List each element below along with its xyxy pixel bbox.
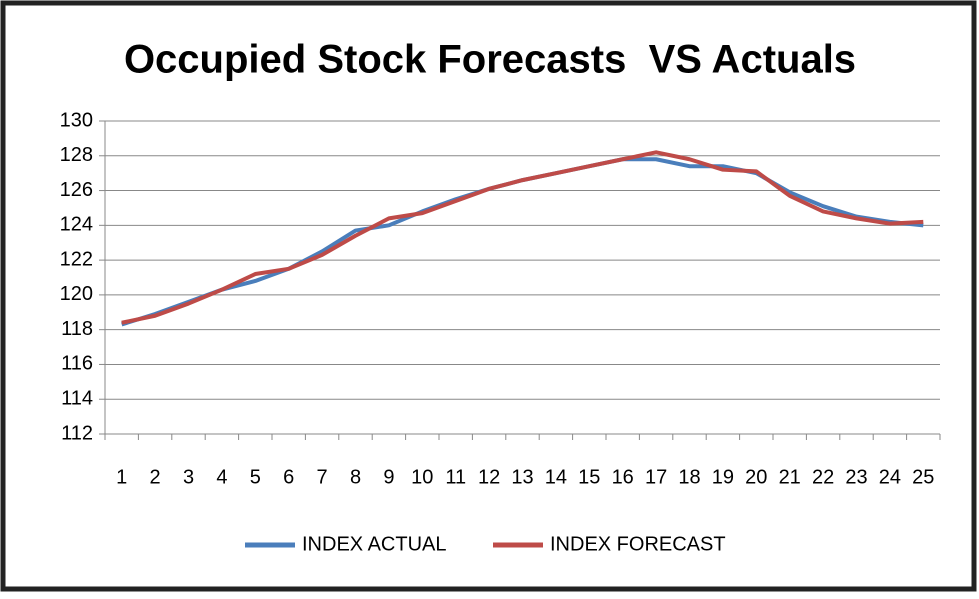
y-tick-label: 120 — [60, 283, 93, 305]
x-tick-label: 13 — [511, 466, 533, 488]
x-tick-label: 10 — [411, 466, 433, 488]
x-tick-label: 24 — [879, 466, 901, 488]
x-tick-label: 11 — [445, 466, 466, 488]
x-tick-label: 5 — [250, 466, 261, 488]
y-tick-label: 122 — [60, 248, 93, 270]
x-tick-label: 14 — [545, 466, 567, 488]
x-tick-label: 22 — [812, 466, 834, 488]
x-tick-label: 7 — [317, 466, 328, 488]
x-tick-label: 1 — [116, 466, 127, 488]
x-tick-label: 23 — [845, 466, 867, 488]
y-tick-label: 130 — [60, 109, 93, 131]
x-tick-label: 12 — [478, 466, 500, 488]
y-tick-label: 112 — [61, 422, 93, 444]
x-tick-label: 9 — [383, 466, 394, 488]
x-tick-label: 19 — [712, 466, 734, 488]
y-tick-label: 116 — [61, 353, 93, 375]
x-tick-label: 4 — [216, 466, 227, 488]
chart-title: Occupied Stock Forecasts VS Actuals — [124, 38, 856, 82]
x-tick-label: 16 — [612, 466, 634, 488]
y-tick-label: 124 — [60, 214, 93, 236]
x-tick-label: 8 — [350, 466, 361, 488]
x-tick-label: 17 — [645, 466, 667, 488]
y-tick-label: 126 — [60, 179, 93, 201]
x-tick-label: 25 — [912, 466, 934, 488]
x-tick-label: 3 — [183, 466, 194, 488]
x-tick-label: 15 — [578, 466, 600, 488]
legend-label: INDEX FORECAST — [550, 533, 726, 555]
x-tick-label: 6 — [283, 466, 294, 488]
x-tick-label: 2 — [150, 466, 161, 488]
legend-label: INDEX ACTUAL — [302, 533, 446, 555]
y-tick-label: 114 — [61, 388, 93, 410]
x-tick-label: 18 — [678, 466, 700, 488]
y-tick-label: 118 — [61, 318, 93, 340]
x-tick-label: 20 — [745, 466, 767, 488]
y-tick-label: 128 — [60, 144, 93, 166]
x-tick-label: 21 — [779, 466, 801, 488]
series-line — [121, 150, 924, 325]
